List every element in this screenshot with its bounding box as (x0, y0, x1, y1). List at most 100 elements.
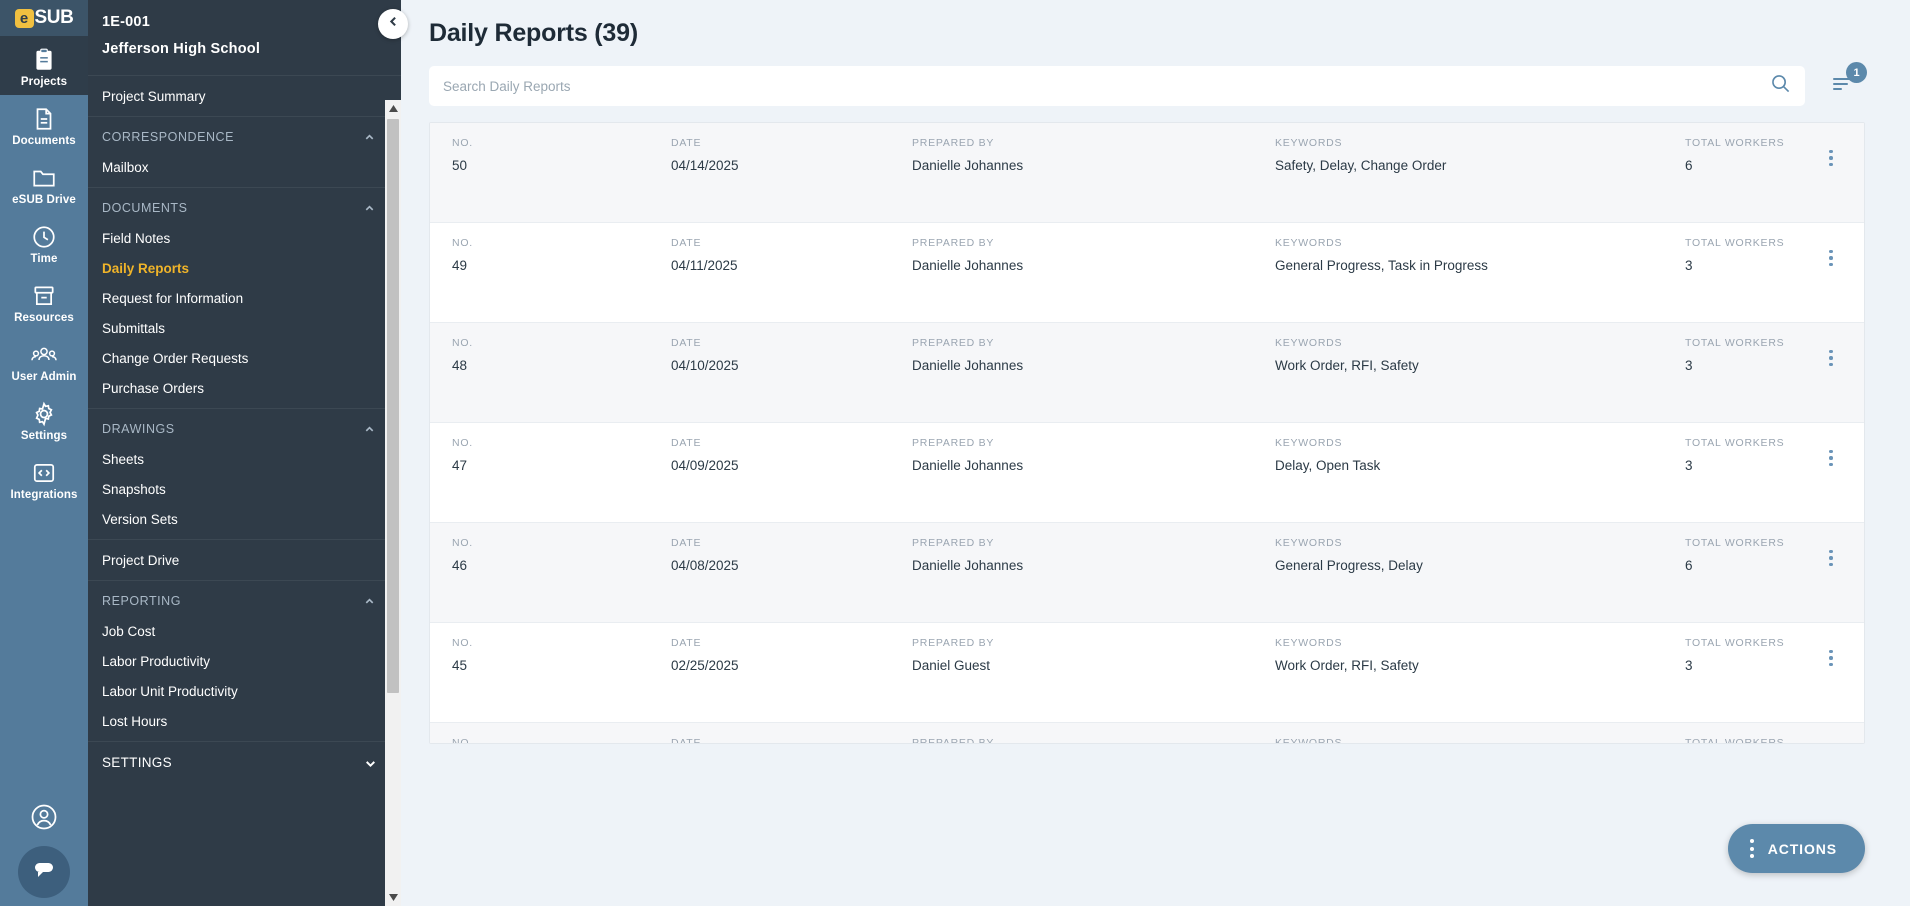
sidebar-item-labor-unit-productivity[interactable]: Labor Unit Productivity (88, 676, 401, 706)
sidebar-item-snapshots[interactable]: Snapshots (88, 474, 401, 504)
collapse-sidebar-button[interactable] (378, 9, 408, 39)
filter-button[interactable]: 1 (1823, 62, 1867, 106)
sidebar-item-project-summary[interactable]: Project Summary (88, 81, 401, 111)
cell-total-workers: 3 (1685, 258, 1693, 273)
sidebar-item-label: Request for Information (102, 290, 244, 306)
cell-keywords: General Progress, Delay (1275, 558, 1423, 573)
actions-button[interactable]: ACTIONS (1727, 824, 1865, 873)
column-header-no: NO. (452, 437, 473, 449)
row-menu-icon[interactable] (1820, 245, 1842, 271)
chat-support-button[interactable] (18, 846, 70, 898)
sidebar-item-request-for-information[interactable]: Request for Information (88, 283, 401, 313)
chevron-up-icon (364, 132, 375, 143)
table-row[interactable]: NO. DATE PREPARED BY KEYWORDS TOTAL WORK… (430, 323, 1864, 423)
sidebar-item-field-notes[interactable]: Field Notes (88, 223, 401, 253)
sidebar-item-sheets[interactable]: Sheets (88, 444, 401, 474)
column-header-date: DATE (671, 637, 702, 649)
search-icon[interactable] (1770, 73, 1791, 99)
rail-item-esub-drive[interactable]: eSUB Drive (0, 154, 88, 213)
rail-item-documents[interactable]: Documents (0, 95, 88, 154)
cell-no: 47 (452, 458, 468, 473)
search-input[interactable] (443, 78, 1770, 94)
rail-item-projects[interactable]: Projects (0, 36, 88, 95)
column-header-total-workers: TOTAL WORKERS (1685, 137, 1785, 149)
sidebar-section-reporting[interactable]: REPORTING (88, 586, 401, 616)
column-header-prepared-by: PREPARED BY (912, 637, 995, 649)
column-header-total-workers: TOTAL WORKERS (1685, 337, 1785, 349)
sidebar-section-settings[interactable]: SETTINGS (88, 747, 401, 777)
code-icon (31, 460, 57, 486)
sidebar-section-drawings[interactable]: DRAWINGS (88, 414, 401, 444)
sidebar-item-daily-reports[interactable]: Daily Reports (88, 253, 401, 283)
table-row[interactable]: NO. DATE PREPARED BY KEYWORDS TOTAL WORK… (430, 223, 1864, 323)
logo-wordmark: SUB (34, 7, 74, 28)
column-header-keywords: KEYWORDS (1275, 137, 1343, 149)
row-menu-icon[interactable] (1820, 145, 1842, 171)
search-field-wrapper[interactable] (429, 66, 1805, 106)
sidebar-item-label: Project Summary (102, 88, 206, 104)
sidebar-item-change-order-requests[interactable]: Change Order Requests (88, 343, 401, 373)
scrollbar-thumb[interactable] (387, 119, 399, 693)
column-header-prepared-by: PREPARED BY (912, 237, 995, 249)
table-row-values: 46 04/08/2025 Danielle Johannes General … (430, 549, 1864, 573)
primary-nav-rail: e SUB Projects Documents (0, 0, 88, 906)
rail-label: Integrations (10, 488, 78, 501)
sidebar-scrollbar[interactable] (385, 100, 401, 906)
table-row-values: 47 04/09/2025 Danielle Johannes Delay, O… (430, 449, 1864, 473)
rail-label: User Admin (11, 370, 77, 383)
rail-label: Settings (20, 429, 68, 442)
table-row-headers: NO. DATE PREPARED BY KEYWORDS TOTAL WORK… (430, 723, 1864, 744)
scroll-up-arrow-icon[interactable] (385, 100, 401, 117)
cell-prepared-by: Danielle Johannes (912, 158, 1024, 173)
divider (88, 580, 401, 581)
search-toolbar: 1 (429, 62, 1867, 106)
esub-logo[interactable]: e SUB (0, 0, 88, 36)
column-header-keywords: KEYWORDS (1275, 737, 1343, 744)
table-row[interactable]: NO. DATE PREPARED BY KEYWORDS TOTAL WORK… (430, 423, 1864, 523)
sidebar-item-label: Project Drive (102, 552, 180, 568)
sidebar-item-project-drive[interactable]: Project Drive (88, 545, 401, 575)
table-row-values: 49 04/11/2025 Danielle Johannes General … (430, 249, 1864, 273)
project-code: 1E-001 (102, 14, 150, 30)
table-row-values: 45 02/25/2025 Daniel Guest Work Order, R… (430, 649, 1864, 673)
sidebar-section-correspondence[interactable]: CORRESPONDENCE (88, 122, 401, 152)
chevron-left-icon (387, 15, 400, 33)
sidebar-item-lost-hours[interactable]: Lost Hours (88, 706, 401, 736)
table-row-headers: NO. DATE PREPARED BY KEYWORDS TOTAL WORK… (430, 423, 1864, 449)
sidebar-item-job-cost[interactable]: Job Cost (88, 616, 401, 646)
rail-item-time[interactable]: Time (0, 213, 88, 272)
table-row-partial[interactable]: NO. DATE PREPARED BY KEYWORDS TOTAL WORK… (430, 723, 1864, 744)
scroll-down-arrow-icon[interactable] (385, 889, 401, 906)
row-menu-icon[interactable] (1820, 545, 1842, 571)
rail-item-settings[interactable]: Settings (0, 390, 88, 449)
cell-no: 46 (452, 558, 468, 573)
rail-item-integrations[interactable]: Integrations (0, 449, 88, 508)
row-menu-icon[interactable] (1820, 445, 1842, 471)
sidebar-item-submittals[interactable]: Submittals (88, 313, 401, 343)
cell-prepared-by: Danielle Johannes (912, 558, 1024, 573)
table-row[interactable]: NO. DATE PREPARED BY KEYWORDS TOTAL WORK… (430, 623, 1864, 723)
table-row[interactable]: NO. DATE PREPARED BY KEYWORDS TOTAL WORK… (430, 123, 1864, 223)
column-header-no: NO. (452, 537, 473, 549)
divider (88, 187, 401, 188)
sidebar-item-version-sets[interactable]: Version Sets (88, 504, 401, 534)
actions-button-label: ACTIONS (1767, 840, 1837, 857)
rail-item-resources[interactable]: Resources (0, 272, 88, 331)
avatar[interactable] (0, 792, 88, 846)
sidebar-item-label: Mailbox (102, 159, 149, 175)
sidebar-section-label: DOCUMENTS (102, 201, 188, 215)
row-menu-icon[interactable] (1820, 345, 1842, 371)
sidebar-item-label: Field Notes (102, 230, 171, 246)
sidebar-section-documents[interactable]: DOCUMENTS (88, 193, 401, 223)
sidebar-item-labor-productivity[interactable]: Labor Productivity (88, 646, 401, 676)
project-name: Jefferson High School (102, 41, 261, 57)
daily-reports-table: NO. DATE PREPARED BY KEYWORDS TOTAL WORK… (429, 122, 1865, 744)
rail-item-user-admin[interactable]: User Admin (0, 331, 88, 390)
sidebar-item-purchase-orders[interactable]: Purchase Orders (88, 373, 401, 403)
sidebar-item-label: Change Order Requests (102, 350, 249, 366)
divider (88, 539, 401, 540)
sidebar-item-label: Job Cost (102, 623, 156, 639)
table-row[interactable]: NO. DATE PREPARED BY KEYWORDS TOTAL WORK… (430, 523, 1864, 623)
row-menu-icon[interactable] (1820, 645, 1842, 671)
sidebar-item-mailbox[interactable]: Mailbox (88, 152, 401, 182)
